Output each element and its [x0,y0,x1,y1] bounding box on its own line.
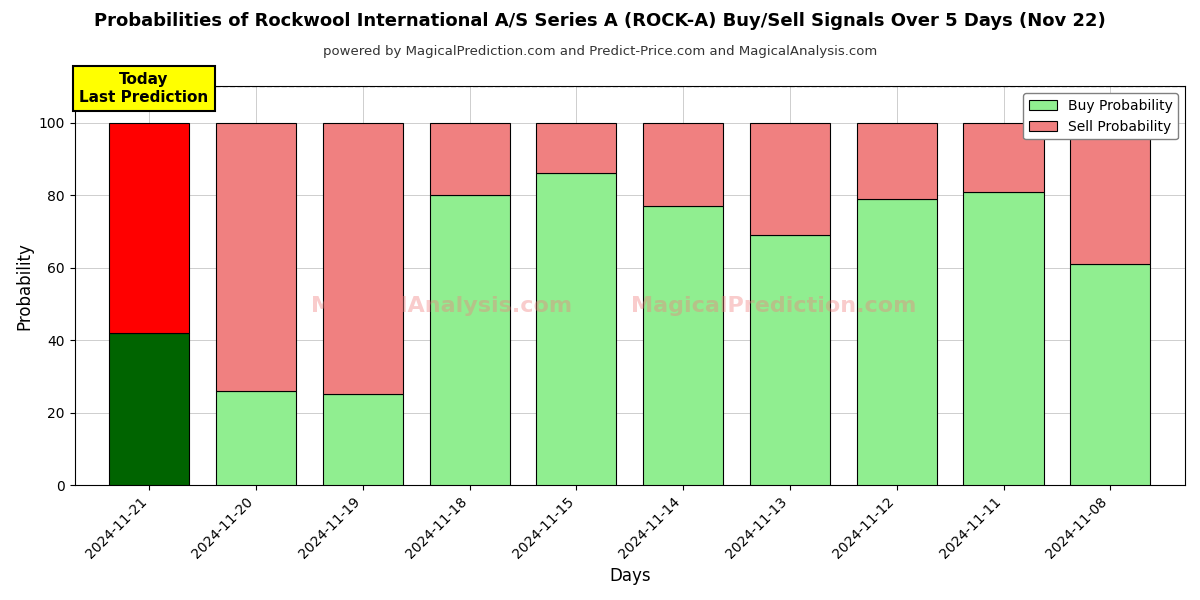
Bar [323,394,403,485]
Bar [109,122,190,333]
Bar [430,122,510,195]
Bar [216,391,296,485]
Text: powered by MagicalPrediction.com and Predict-Price.com and MagicalAnalysis.com: powered by MagicalPrediction.com and Pre… [323,45,877,58]
Text: Today
Last Prediction: Today Last Prediction [79,72,209,104]
Legend: Buy Probability, Sell Probability: Buy Probability, Sell Probability [1024,94,1178,139]
X-axis label: Days: Days [610,567,650,585]
Bar [964,191,1044,485]
Text: MagicalAnalysis.com: MagicalAnalysis.com [311,296,571,316]
Bar [216,122,296,391]
Bar [536,122,617,173]
Bar [323,122,403,394]
Bar [643,206,724,485]
Bar [109,333,190,485]
Bar [857,199,937,485]
Text: Probabilities of Rockwool International A/S Series A (ROCK-A) Buy/Sell Signals O: Probabilities of Rockwool International … [94,12,1106,30]
Bar [1070,122,1151,264]
Bar [643,122,724,206]
Bar [1070,264,1151,485]
Bar [430,195,510,485]
Bar [750,235,830,485]
Bar [536,173,617,485]
Y-axis label: Probability: Probability [16,242,34,329]
Text: MagicalPrediction.com: MagicalPrediction.com [631,296,917,316]
Bar [857,122,937,199]
Bar [750,122,830,235]
Bar [964,122,1044,191]
